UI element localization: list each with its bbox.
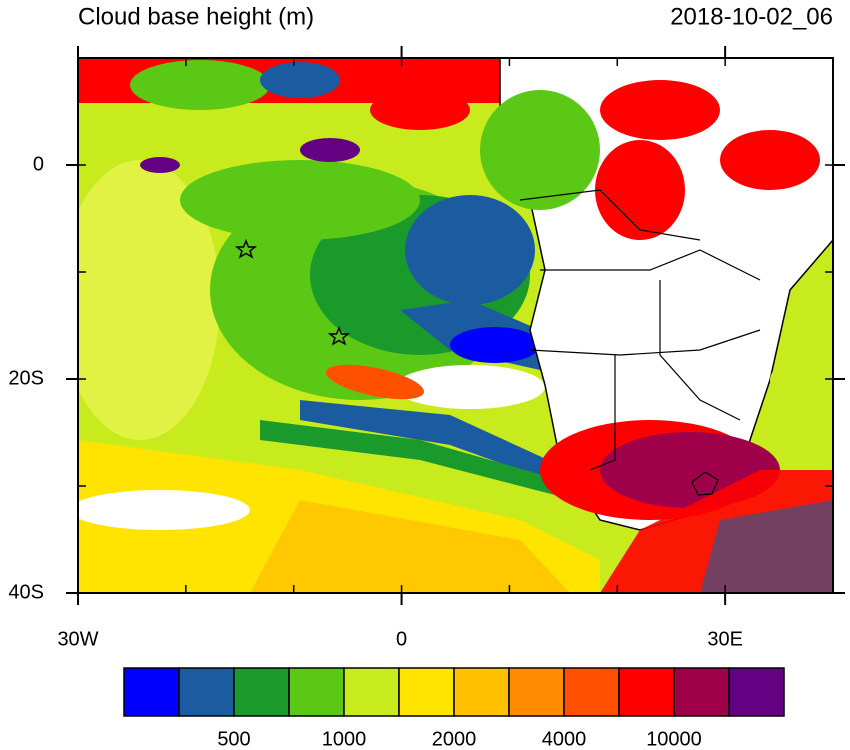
colorbar-box bbox=[563, 667, 620, 717]
y-tick-label: 0 bbox=[33, 153, 44, 175]
title: Cloud base height (m) bbox=[78, 3, 314, 30]
map-frame bbox=[77, 57, 834, 594]
y-tick-label: 20S bbox=[8, 367, 44, 389]
timestamp: 2018-10-02_06 bbox=[670, 3, 833, 30]
colorbar-box bbox=[343, 667, 400, 717]
colorbar-box bbox=[398, 667, 455, 717]
colorbar-box bbox=[728, 667, 785, 717]
colorbar-box bbox=[618, 667, 675, 717]
colorbar-box bbox=[178, 667, 235, 717]
colorbar-box bbox=[233, 667, 290, 717]
colorbar-label: 500 bbox=[217, 728, 250, 750]
x-tick-label: 30E bbox=[707, 628, 743, 650]
colorbar-label: 2000 bbox=[432, 728, 477, 750]
x-tick-label: 30W bbox=[57, 628, 98, 650]
colorbar-box bbox=[453, 667, 510, 717]
colorbar-box bbox=[123, 667, 180, 717]
colorbar-label: 1000 bbox=[322, 728, 367, 750]
y-tick-label: 40S bbox=[8, 581, 44, 603]
colorbar-box bbox=[673, 667, 730, 717]
colorbar-label: 10000 bbox=[646, 728, 702, 750]
x-tick-label: 0 bbox=[396, 628, 407, 650]
colorbar-label: 4000 bbox=[542, 728, 587, 750]
map-field bbox=[78, 58, 833, 593]
colorbar-box bbox=[288, 667, 345, 717]
colorbar-box bbox=[508, 667, 565, 717]
